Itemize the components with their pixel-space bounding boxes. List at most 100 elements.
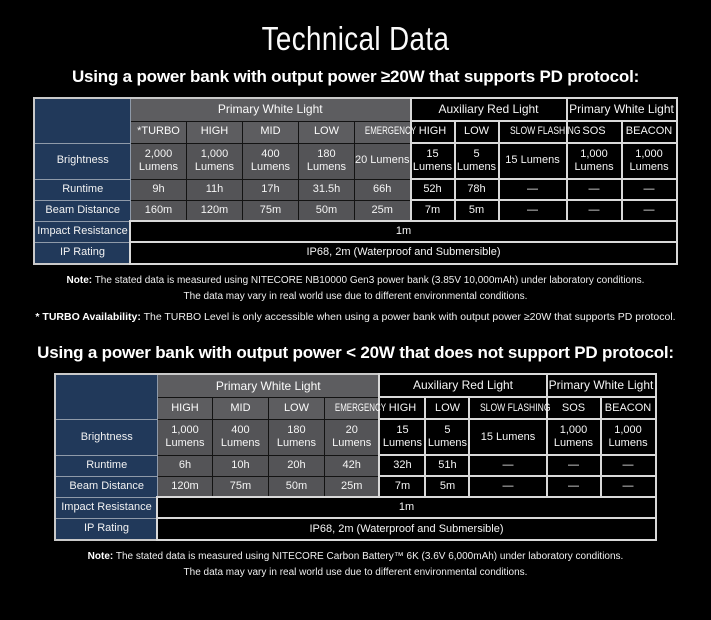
table-cell: 7m	[409, 199, 456, 222]
table-cell: 50m	[297, 199, 355, 222]
column-header-label: SLOW FLASHING	[480, 401, 552, 414]
table-row: Primary White Light Auxiliary Red Light …	[33, 97, 678, 144]
table-cell: 5 Lumens	[453, 142, 500, 180]
table-row: Primary White Light Auxiliary Red Light …	[54, 373, 657, 420]
table-cell: 20 Lumens	[323, 418, 380, 456]
table-row-brightness: Brightness 2,000 Lumens 1,000 Lumens 400…	[33, 142, 678, 180]
table-row-beam-distance: Beam Distance 160m 120m 75m 50m 25m 7m 5…	[33, 199, 678, 222]
turbo-availability-note: * TURBO Availability: The TURBO Level is…	[0, 309, 711, 325]
table-cell: —	[599, 475, 657, 499]
column-header-label: SLOW FLASHING	[509, 125, 581, 138]
table-cell: 5 Lumens	[424, 418, 471, 457]
column-header-high: HIGH	[156, 396, 213, 420]
column-header-red-high: HIGH	[378, 396, 427, 421]
table-row-brightness: Brightness 1,000 Lumens 400 Lumens 180 L…	[54, 418, 657, 457]
column-header-red-low: LOW	[424, 396, 471, 421]
column-header-red-high: HIGH	[409, 120, 456, 144]
table-row: *TURBO HIGH MID LOW EMERGENCY HIGH LOW S…	[34, 120, 678, 144]
table-cell: 15 Lumens	[378, 418, 427, 457]
group-header-auxiliary-red-light: Auxiliary Red Light	[409, 97, 568, 122]
table-cell: 75m	[211, 475, 269, 498]
row-label-beam-distance: Beam Distance	[54, 475, 158, 498]
table-cell: 9h	[129, 178, 187, 201]
row-label-ip-rating: IP Rating	[54, 517, 158, 541]
table-cell: —	[468, 475, 548, 499]
table-cell: 5m	[424, 475, 471, 499]
group-header-primary-white-light-2: Primary White Light	[545, 373, 657, 399]
table-cell: —	[620, 178, 678, 201]
table-cell-impact-resistance: 1m	[129, 220, 678, 243]
column-header-low: LOW	[297, 120, 355, 144]
group-header-primary-white-light: Primary White Light	[156, 373, 380, 398]
column-header-mid: MID	[211, 396, 269, 420]
column-header-slow-flashing: SLOW FLASHING	[468, 396, 551, 421]
table-cell: 25m	[323, 475, 380, 498]
column-header-mid: MID	[241, 120, 299, 144]
page-title: Technical Data	[261, 20, 450, 57]
group-header-auxiliary-red-light: Auxiliary Red Light	[378, 373, 548, 399]
column-header-emergency: EMERGENCY	[323, 396, 386, 420]
table-cell: 180 Lumens	[267, 418, 325, 456]
table-cell-ip-rating: IP68, 2m (Waterproof and Submersible)	[129, 241, 678, 265]
spec-table-pd-power-bank: Primary White Light Auxiliary Red Light …	[33, 97, 678, 265]
section2-note: Note: The stated data is measured using …	[0, 549, 711, 580]
table-cell: 400 Lumens	[241, 142, 299, 180]
section1-note: Note: The stated data is measured using …	[0, 273, 711, 304]
table-cell: 42h	[323, 454, 380, 477]
table-cell: —	[565, 199, 623, 222]
table-row-runtime: Runtime 6h 10h 20h 42h 32h 51h — — —	[54, 454, 657, 478]
table-cell: 10h	[211, 454, 269, 477]
table-cell: 120m	[156, 475, 213, 498]
table-cell: 66h	[353, 178, 412, 201]
table-cell: 1,000 Lumens	[185, 142, 243, 180]
table-cell: 1,000 Lumens	[620, 142, 678, 180]
table-cell: 1,000 Lumens	[565, 142, 623, 180]
row-label-impact-resistance: Impact Resistance	[33, 220, 131, 243]
column-header-sos: SOS	[545, 396, 602, 421]
section2-heading: Using a power bank with output power < 2…	[37, 343, 674, 363]
table-cell: —	[565, 178, 623, 201]
table-cell: 25m	[353, 199, 412, 222]
table-cell: 2,000 Lumens	[129, 142, 187, 180]
table-cell: —	[497, 199, 568, 222]
section1-heading: Using a power bank with output power ≥20…	[71, 67, 640, 86]
table-cell: —	[497, 178, 568, 201]
table-cell: 17h	[241, 178, 299, 201]
table-cell: 160m	[129, 199, 187, 222]
turbo-note-label: * TURBO Availability:	[35, 311, 141, 323]
table-cell: —	[620, 199, 678, 222]
table-cell: 78h	[453, 178, 500, 201]
table-cell: 180 Lumens	[297, 142, 355, 180]
table-cell: 11h	[185, 178, 243, 201]
row-label-runtime: Runtime	[33, 178, 131, 201]
table-row-impact-resistance: Impact Resistance 1m	[54, 496, 657, 520]
table-cell: 31.5h	[297, 178, 355, 201]
column-header-sos: SOS	[565, 120, 623, 144]
row-label-runtime: Runtime	[54, 454, 158, 477]
table-cell: 15 Lumens	[409, 142, 456, 180]
table-cell: 75m	[241, 199, 299, 222]
table-row-beam-distance: Beam Distance 120m 75m 50m 25m 7m 5m — —…	[54, 475, 657, 499]
note-text-line2: The data may vary in real world use due …	[183, 566, 528, 578]
table-row-runtime: Runtime 9h 11h 17h 31.5h 66h 52h 78h — —…	[33, 178, 678, 201]
table-cell: 7m	[378, 475, 427, 499]
group-header-primary-white-light-2: Primary White Light	[565, 97, 678, 122]
table-cell: 15 Lumens	[468, 418, 548, 457]
table-cell-impact-resistance: 1m	[156, 496, 657, 520]
table-row-ip-rating: IP Rating IP68, 2m (Waterproof and Subme…	[54, 517, 657, 542]
table-corner-cell	[33, 97, 131, 144]
table-cell: —	[468, 454, 548, 478]
table-row-ip-rating: IP Rating IP68, 2m (Waterproof and Subme…	[33, 241, 678, 265]
table-cell-ip-rating: IP68, 2m (Waterproof and Submersible)	[156, 517, 657, 542]
table-cell: 20 Lumens	[353, 142, 412, 180]
row-label-ip-rating: IP Rating	[33, 241, 131, 265]
table-cell: —	[545, 475, 602, 499]
table-cell: 52h	[409, 178, 456, 201]
table-cell: 5m	[453, 199, 500, 222]
row-label-beam-distance: Beam Distance	[33, 199, 131, 222]
column-header-label: EMERGENCY	[364, 125, 416, 138]
table-cell: 50m	[267, 475, 325, 498]
column-header-slow-flashing: SLOW FLASHING	[497, 120, 580, 144]
column-header-label: EMERGENCY	[334, 401, 386, 414]
column-header-turbo: *TURBO	[129, 120, 187, 144]
